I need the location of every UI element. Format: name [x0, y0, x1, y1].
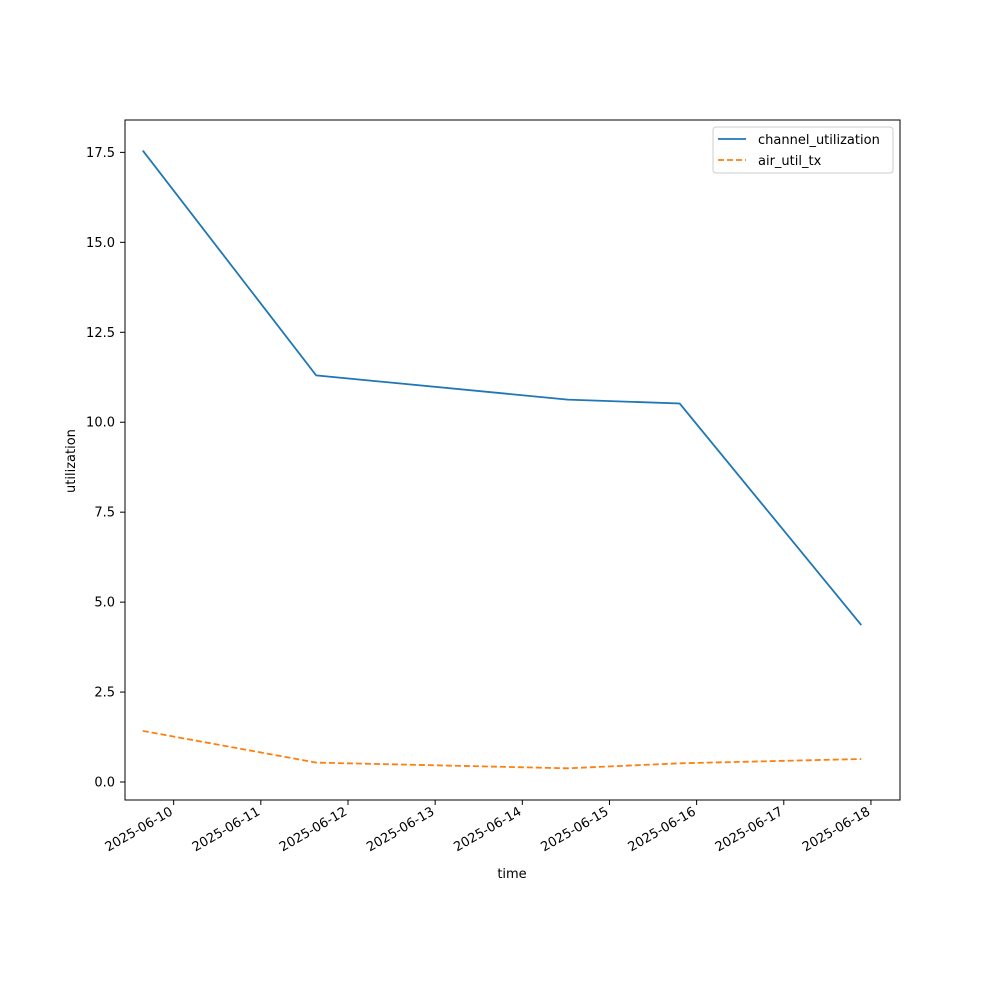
legend-label-air_util_tx: air_util_tx [758, 154, 822, 169]
x-tick-label: 2025-06-15 [539, 804, 612, 855]
y-tick-label: 17.5 [86, 146, 115, 161]
y-tick-label: 10.0 [86, 416, 115, 431]
y-tick-label: 15.0 [86, 236, 115, 251]
y-tick-label: 7.5 [94, 506, 115, 521]
y-tick-label: 5.0 [94, 596, 115, 611]
x-axis-label: time [497, 867, 526, 882]
x-tick-label: 2025-06-10 [103, 804, 176, 855]
x-tick-label: 2025-06-17 [713, 804, 786, 855]
y-tick-label: 12.5 [86, 326, 115, 341]
x-tick-label: 2025-06-18 [800, 804, 873, 855]
legend: channel_utilization air_util_tx [713, 127, 893, 173]
y-tick-label: 0.0 [94, 776, 115, 791]
x-tick-label: 2025-06-14 [451, 804, 524, 855]
legend-label-channel_utilization: channel_utilization [758, 133, 880, 148]
x-tick-label: 2025-06-16 [626, 804, 699, 855]
x-tick-label: 2025-06-11 [190, 804, 263, 855]
plot-area [125, 120, 900, 800]
y-axis-label: utilization [64, 429, 79, 493]
x-tick-label: 2025-06-12 [277, 804, 350, 855]
y-tick-label: 2.5 [94, 686, 115, 701]
x-tick-label: 2025-06-13 [364, 804, 437, 855]
